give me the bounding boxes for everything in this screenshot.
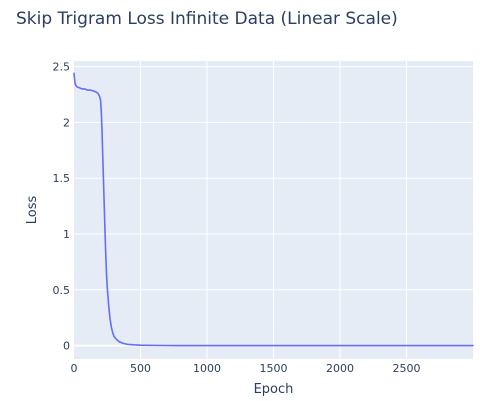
x-tick-label: 2000 [326,362,354,375]
grid-layer [74,61,473,359]
x-tick-label: 2500 [393,362,421,375]
y-tick-label: 0.5 [53,284,71,297]
y-tick-label: 1.5 [53,172,71,185]
x-tick-label: 1000 [193,362,221,375]
y-tick-labels: 0 0.5 1 1.5 2 2.5 [53,61,71,353]
y-tick-label: 1 [63,228,70,241]
x-tick-label: 0 [71,362,78,375]
y-tick-label: 2 [63,116,70,129]
x-axis-title: Epoch [254,382,294,397]
x-tick-label: 1500 [260,362,288,375]
x-tick-labels: 0 500 1000 1500 2000 2500 [71,362,421,375]
y-axis-title: Loss [25,196,40,225]
x-tick-label: 500 [130,362,151,375]
y-tick-label: 0 [63,340,70,353]
y-tick-label: 2.5 [53,61,71,74]
chart-title: Skip Trigram Loss Infinite Data (Linear … [16,9,398,29]
loss-line [73,72,474,347]
